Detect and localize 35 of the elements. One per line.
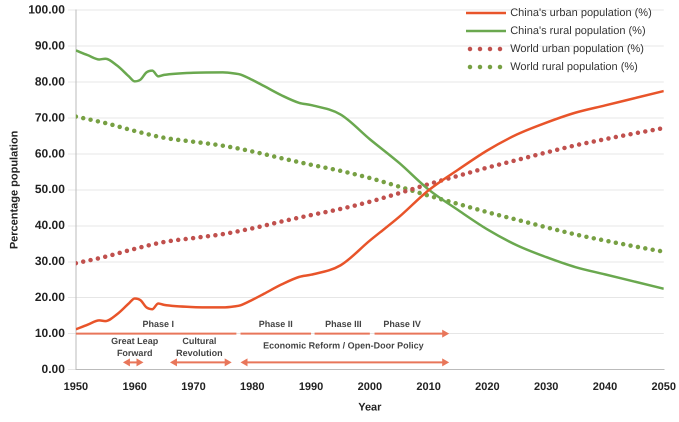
legend-label: World rural population (%) xyxy=(510,61,638,74)
y-tick-label: 60.00 xyxy=(34,146,66,160)
x-tick-label: 1990 xyxy=(298,381,324,394)
x-tick-label: 2040 xyxy=(592,381,618,394)
annotation: Phase II xyxy=(258,319,293,330)
x-tick-label: 2000 xyxy=(358,381,382,394)
annotation: Great Leap Forward xyxy=(111,336,159,358)
y-axis-title: Percentage population xyxy=(8,130,21,250)
x-tick-label: 2020 xyxy=(475,381,500,394)
x-tick-label: 2050 xyxy=(652,381,676,394)
y-tick-label: 80.00 xyxy=(34,74,66,88)
y-tick-label: 10.00 xyxy=(34,326,66,340)
y-tick-label: 70.00 xyxy=(34,110,66,124)
annotation: Phase I xyxy=(142,319,174,330)
x-tick-label: 2010 xyxy=(416,381,441,394)
y-tick-label: 30.00 xyxy=(34,254,66,268)
legend-label: China's rural population (%) xyxy=(510,25,646,38)
y-tick-label: 50.00 xyxy=(34,182,66,196)
y-tick-label: 100.00 xyxy=(28,2,66,17)
annotation: Phase IV xyxy=(383,319,421,330)
y-tick-label: 40.00 xyxy=(34,218,66,232)
y-tick-label: 0.00 xyxy=(42,362,66,376)
legend-label: China's urban population (%) xyxy=(510,7,652,20)
x-tick-label: 2030 xyxy=(534,381,558,394)
x-tick-label: 1950 xyxy=(64,381,88,394)
legend-label: World urban population (%) xyxy=(510,43,644,56)
x-tick-label: 1980 xyxy=(240,381,265,394)
annotation: Phase III xyxy=(325,319,362,330)
annotation: Cultural Revolution xyxy=(176,336,223,358)
annotation: Economic Reform / Open-Door Policy xyxy=(263,340,424,351)
y-tick-label: 20.00 xyxy=(34,290,66,304)
x-axis-title: Year xyxy=(358,401,382,414)
y-tick-label: 90.00 xyxy=(34,38,66,52)
x-tick-label: 1970 xyxy=(181,381,206,394)
x-tick-label: 1960 xyxy=(122,381,147,394)
